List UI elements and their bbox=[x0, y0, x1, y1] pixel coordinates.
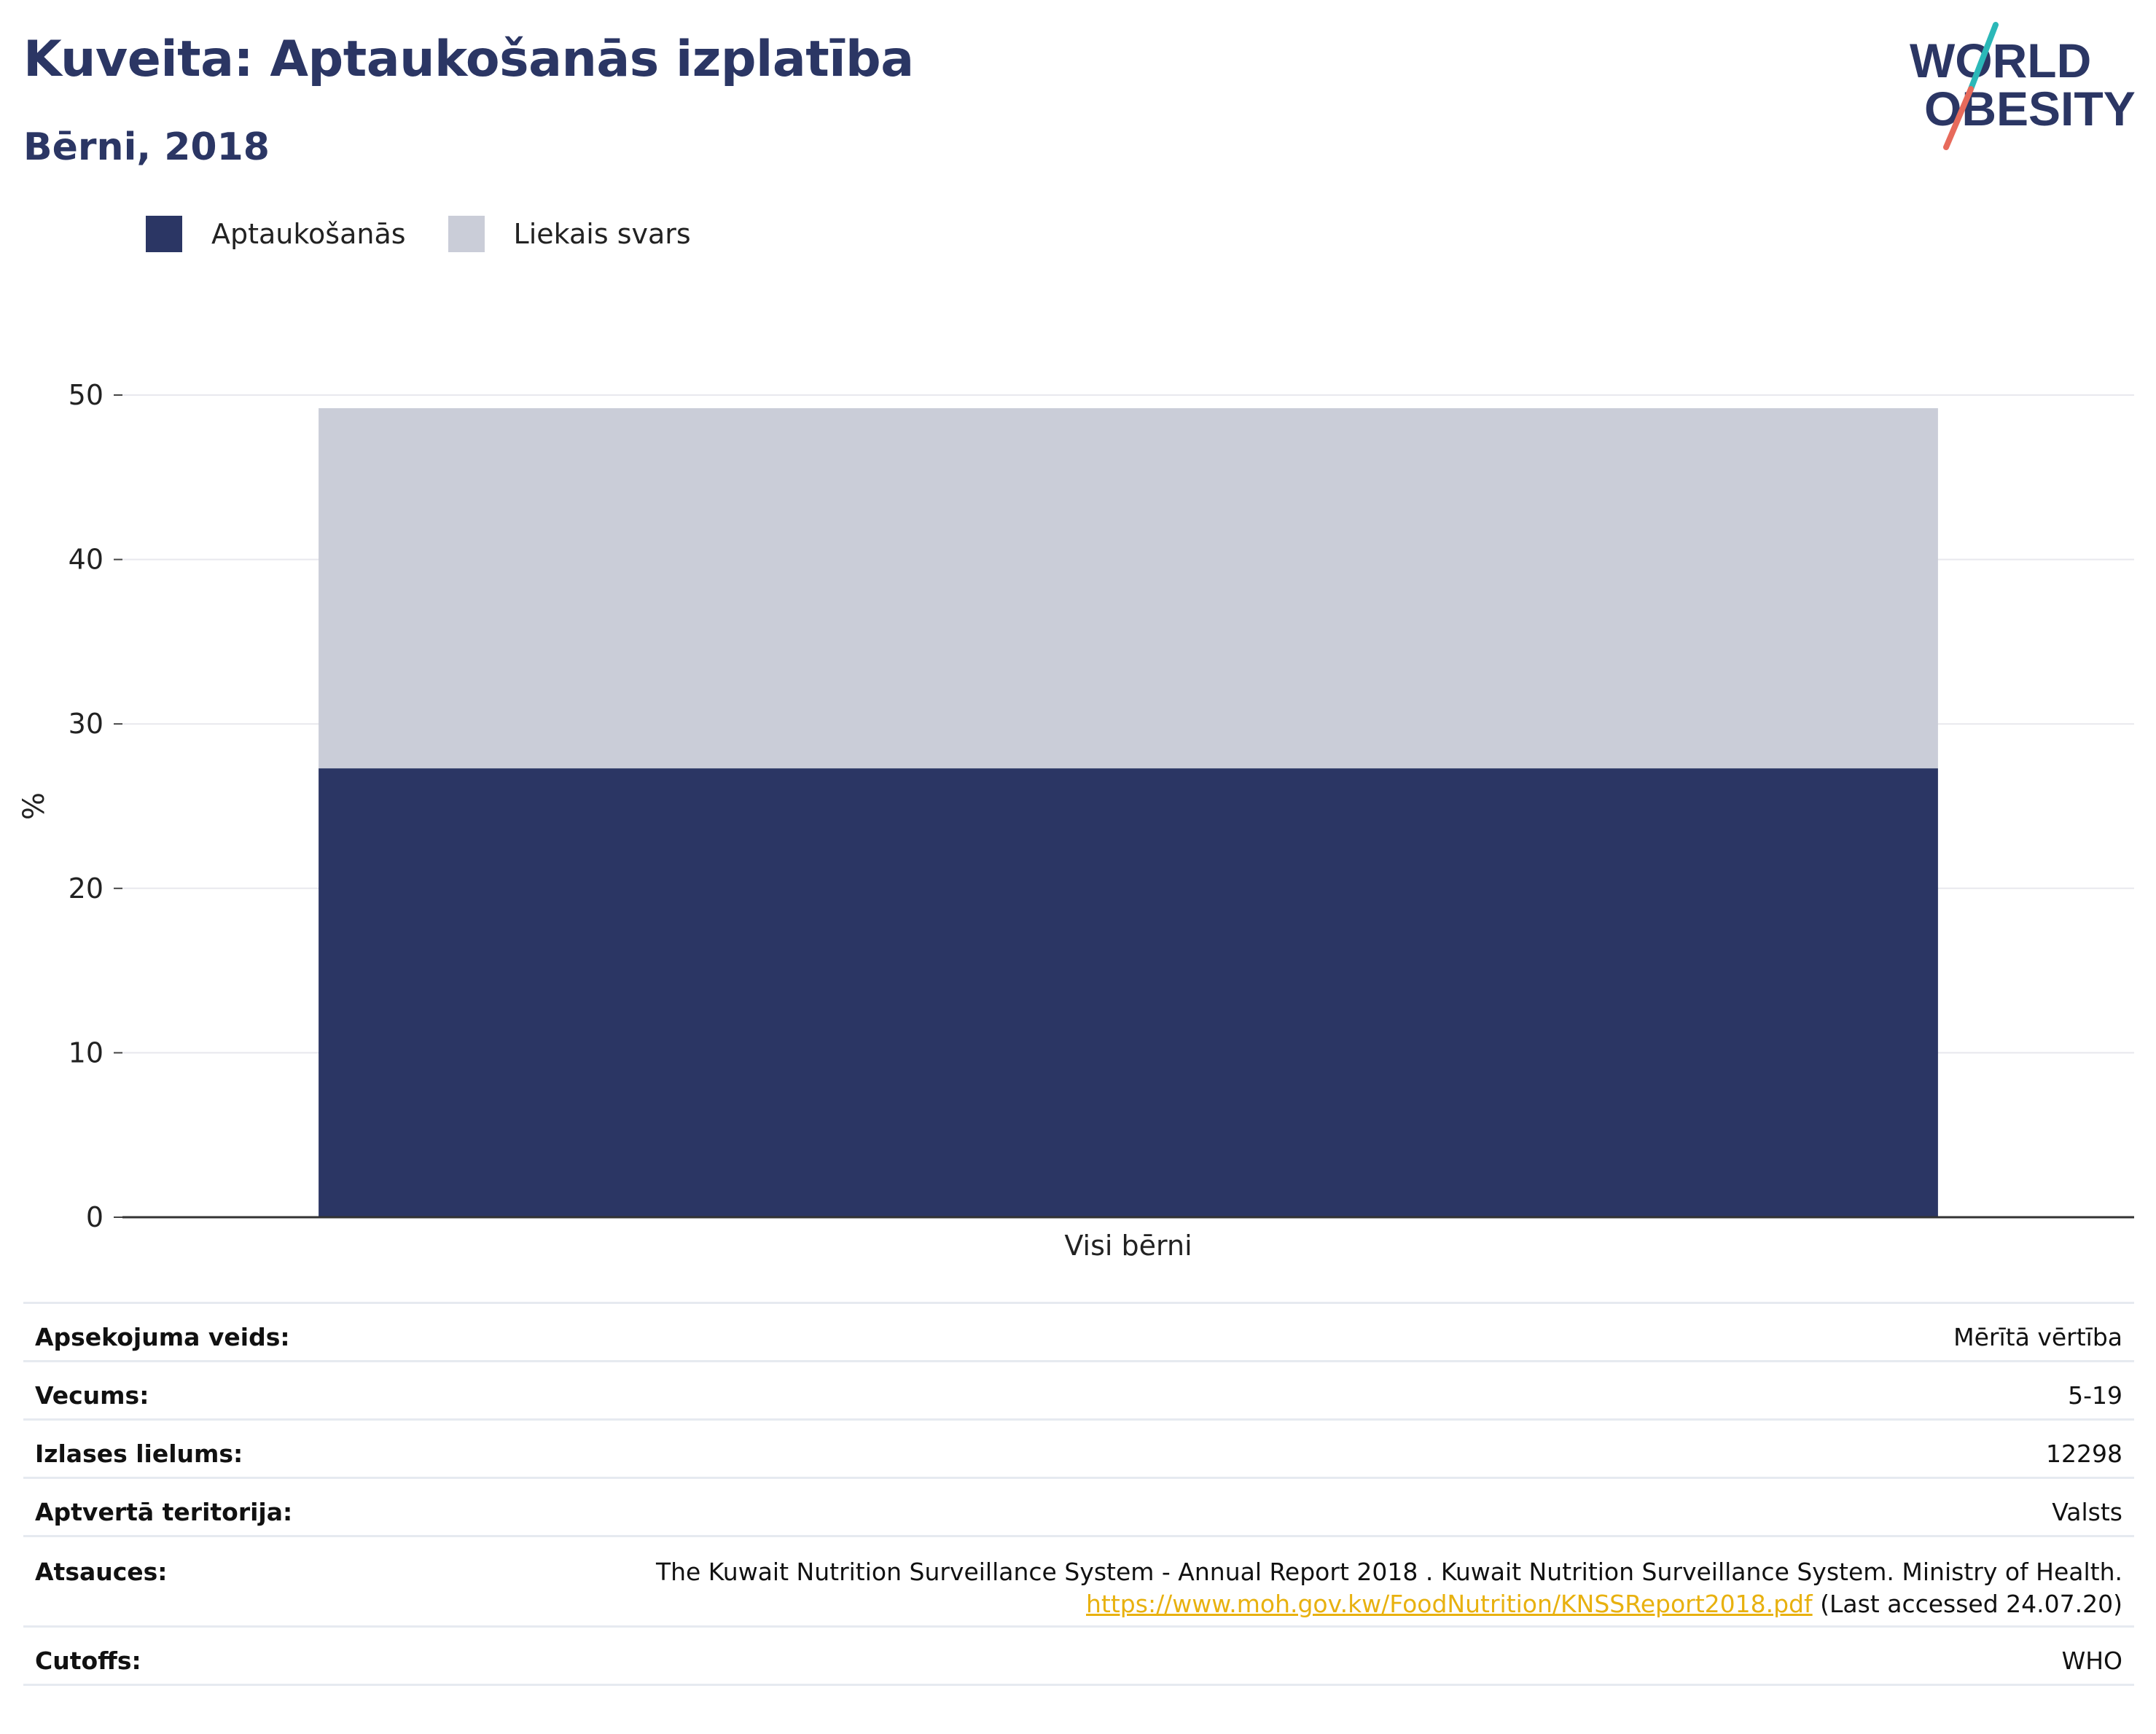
info-row-survey-type: Apsekojuma veids: Mērītā vērtība bbox=[23, 1302, 2134, 1362]
info-row-references: Atsauces: The Kuwait Nutrition Surveilla… bbox=[23, 1535, 2134, 1627]
reference-link[interactable]: https://www.moh.gov.kw/FoodNutrition/KNS… bbox=[1086, 1590, 1813, 1618]
bar-segment-overweight bbox=[319, 408, 1938, 769]
info-value-references: The Kuwait Nutrition Surveillance System… bbox=[358, 1535, 2134, 1627]
info-value: Mērītā vērtība bbox=[358, 1302, 2134, 1362]
bar-segment-obesity bbox=[319, 768, 1938, 1217]
bar-chart: 0 10 20 30 40 50 Visi bērni% bbox=[17, 379, 2134, 1262]
legend-swatch-obesity bbox=[146, 216, 182, 252]
y-tick-label: 10 bbox=[69, 1036, 103, 1069]
legend-swatch-overweight bbox=[448, 216, 485, 252]
reference-accessed: (Last accessed 24.07.20) bbox=[1820, 1590, 2122, 1618]
y-tick-label: 20 bbox=[69, 872, 103, 905]
y-tick-label: 0 bbox=[86, 1201, 103, 1233]
y-tick-label: 40 bbox=[69, 544, 103, 576]
info-value: WHO bbox=[358, 1625, 2134, 1686]
info-value: 12298 bbox=[358, 1418, 2134, 1478]
info-label: Apsekojuma veids: bbox=[23, 1302, 359, 1362]
info-label: Vecums: bbox=[23, 1360, 359, 1420]
info-value: 5-19 bbox=[358, 1360, 2134, 1420]
info-label: Cutoffs: bbox=[23, 1625, 359, 1686]
world-obesity-logo: WORLD OBESITY bbox=[1910, 22, 2136, 150]
y-axis-title: % bbox=[17, 792, 51, 820]
legend-label-obesity: Aptaukošanās bbox=[211, 218, 406, 250]
reference-text: The Kuwait Nutrition Surveillance System… bbox=[655, 1558, 2122, 1586]
info-label: Aptvertā teritorija: bbox=[23, 1477, 359, 1536]
survey-info-table: Apsekojuma veids: Mērītā vērtība Vecums:… bbox=[23, 1302, 2134, 1686]
legend-label-overweight: Liekais svars bbox=[513, 218, 691, 250]
logo-slash-coral bbox=[1943, 86, 1974, 150]
info-label: Izlases lielums: bbox=[23, 1418, 359, 1478]
info-row-cutoffs: Cutoffs: WHO bbox=[23, 1625, 2134, 1686]
chart-title: Kuveita: Aptaukošanās izplatība bbox=[23, 31, 914, 88]
info-row-age: Vecums: 5-19 bbox=[23, 1360, 2134, 1420]
y-tick-label: 30 bbox=[69, 708, 103, 740]
logo-word-world: WORLD bbox=[1910, 34, 2091, 87]
legend-item-overweight: Liekais svars bbox=[448, 216, 691, 252]
y-tick-label: 50 bbox=[69, 379, 103, 411]
chart-legend: Aptaukošanās Liekais svars bbox=[146, 216, 733, 252]
chart-subtitle: Bērni, 2018 bbox=[23, 125, 270, 169]
info-label: Atsauces: bbox=[23, 1535, 359, 1627]
legend-item-obesity: Aptaukošanās bbox=[146, 216, 406, 252]
info-value: Valsts bbox=[358, 1477, 2134, 1536]
info-row-coverage: Aptvertā teritorija: Valsts bbox=[23, 1477, 2134, 1536]
info-row-sample-size: Izlases lielums: 12298 bbox=[23, 1418, 2134, 1478]
logo-slash-teal bbox=[1968, 22, 1999, 92]
x-category-label: Visi bērni bbox=[1064, 1230, 1192, 1262]
